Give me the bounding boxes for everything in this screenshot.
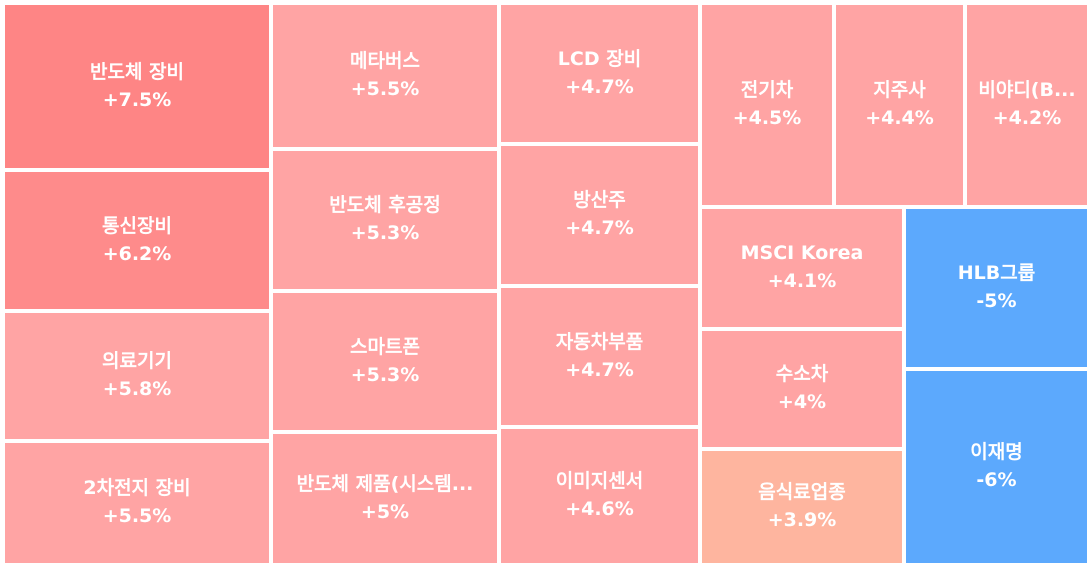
tile-value-label: +5.8% <box>102 378 172 400</box>
treemap-tile[interactable]: 전기차 +4.5% <box>700 3 834 207</box>
tile-name: 스마트폰 <box>350 335 420 358</box>
tile-value-label: +5.5% <box>102 505 172 527</box>
tile-name: 이미지센서 <box>555 470 644 493</box>
treemap-tile[interactable]: 반도체 장비 +7.5% <box>3 3 271 170</box>
tile-name: 반도체 제품(시스템... <box>296 472 474 495</box>
treemap-tile[interactable]: 의료기기 +5.8% <box>3 311 271 441</box>
treemap-tile[interactable]: 방산주 +4.7% <box>499 144 700 286</box>
tile-name: 자동차부품 <box>555 330 644 353</box>
tile-name: LCD 장비 <box>557 47 642 70</box>
tile-value-label: +6.2% <box>102 242 172 265</box>
tile-name: 방산주 <box>573 189 626 212</box>
tile-value-label: +4.7% <box>565 217 634 239</box>
treemap-tile[interactable]: 통신장비 +6.2% <box>3 170 271 311</box>
tile-value-label: +4.6% <box>565 498 634 520</box>
tile-name: 2차전지 장비 <box>83 477 191 500</box>
treemap-tile[interactable]: 2차전지 장비 +5.5% <box>3 441 271 565</box>
tile-name: 전기차 <box>740 79 794 102</box>
tile-name: 이재명 <box>970 441 1023 464</box>
treemap-tile[interactable]: 반도체 제품(시스템... +5% <box>271 432 499 565</box>
treemap-tile[interactable]: 비야디(B... +4.2% <box>965 3 1089 207</box>
tile-name: HLB그룹 <box>957 262 1036 285</box>
tile-value-label: +4.4% <box>865 107 934 129</box>
treemap-tile[interactable]: 자동차부품 +4.7% <box>499 286 700 427</box>
treemap-tile[interactable]: 이미지센서 +4.6% <box>499 427 700 565</box>
tile-value-label: +3.9% <box>767 509 837 531</box>
treemap-tile[interactable]: 수소차 +4% <box>700 329 904 449</box>
tile-value-label: +5.3% <box>350 222 420 244</box>
tile-name: 지주사 <box>873 79 926 102</box>
tile-name: 비야디(B... <box>978 79 1076 102</box>
tile-name: 반도체 후공정 <box>329 194 441 217</box>
treemap-tile[interactable]: 이재명 -6% <box>904 369 1089 565</box>
tile-value-label: +4.7% <box>565 75 634 98</box>
treemap-tile[interactable]: 반도체 후공정 +5.3% <box>271 149 499 291</box>
tile-name: 통신장비 <box>102 214 172 237</box>
tile-name: 음식료업종 <box>758 481 846 504</box>
treemap-tile[interactable]: HLB그룹 -5% <box>904 207 1089 369</box>
tile-name: MSCI Korea <box>740 242 864 265</box>
tile-name: 메타버스 <box>350 50 420 73</box>
tile-value-label: -6% <box>976 469 1017 491</box>
treemap-tile[interactable]: LCD 장비 +4.7% <box>499 3 700 144</box>
tile-value-label: -5% <box>976 290 1017 312</box>
tile-value-label: +5.3% <box>350 363 420 386</box>
tile-name: 수소차 <box>775 363 829 386</box>
tile-value-label: +4.2% <box>992 107 1062 129</box>
tile-value-label: +4.1% <box>767 270 837 292</box>
treemap-tile[interactable]: 메타버스 +5.5% <box>271 3 499 149</box>
tile-value-label: +4.5% <box>732 107 802 129</box>
tile-value-label: +5% <box>360 500 410 523</box>
tile-value-label: +7.5% <box>102 88 172 111</box>
tile-value-label: +4.7% <box>565 358 634 381</box>
treemap-tile[interactable]: 스마트폰 +5.3% <box>271 291 499 432</box>
treemap-tile[interactable]: MSCI Korea +4.1% <box>700 207 904 329</box>
treemap-tile[interactable]: 지주사 +4.4% <box>834 3 965 207</box>
tile-value-label: +5.5% <box>350 78 420 100</box>
treemap-tile[interactable]: 음식료업종 +3.9% <box>700 449 904 565</box>
tile-name: 반도체 장비 <box>89 60 184 83</box>
tile-value-label: +4% <box>777 391 827 413</box>
tile-name: 의료기기 <box>102 350 172 373</box>
